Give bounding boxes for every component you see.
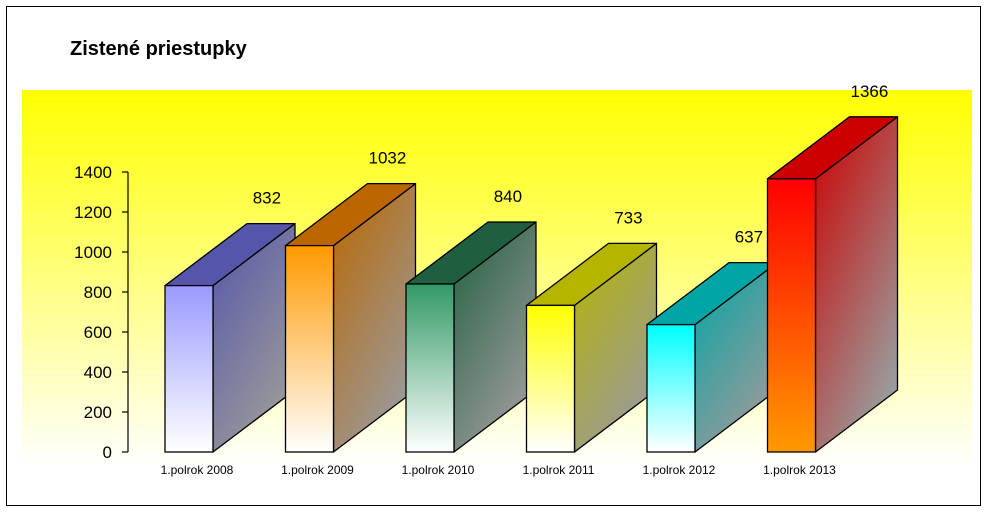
data-label: 637: [735, 228, 763, 247]
x-tick-label: 1.polrok 2010: [402, 463, 475, 477]
bar-1-polrok-2012: [646, 261, 778, 453]
bar-1-polrok-2009: [284, 182, 417, 453]
bar-1-polrok-2008: [164, 222, 296, 453]
x-tick-label: 1.polrok 2008: [161, 463, 234, 477]
bar-front-face: [164, 284, 214, 453]
y-tick-label: 200: [84, 403, 112, 422]
bar-front-face: [525, 304, 576, 453]
y-tick-label: 1200: [74, 203, 112, 222]
y-tick-label: 1000: [74, 243, 112, 262]
bar-front-face: [646, 323, 696, 453]
x-tick-label: 1.polrok 2013: [763, 463, 836, 477]
x-tick-label: 1.polrok 2011: [523, 463, 595, 477]
chart-title: Zistené priestupky: [70, 38, 247, 60]
y-tick-label: 0: [103, 443, 112, 462]
y-axis: 0 200 400 600 800 1000 1200 1400: [74, 163, 129, 462]
bar-1-polrok-2010: [405, 221, 537, 453]
data-label: 840: [494, 187, 522, 206]
labels: 832 1.polrok 2008 1032 1.polrok 2009 840 1.po…: [161, 82, 889, 477]
bar-1-polrok-2013: [766, 116, 899, 453]
bar-front-face: [284, 244, 335, 453]
bar-front-face: [766, 178, 817, 453]
y-tick-label: 600: [84, 323, 112, 342]
bar-1-polrok-2011: [525, 242, 658, 453]
data-label: 1366: [850, 82, 888, 101]
y-tick-label: 1400: [74, 163, 112, 182]
data-label: 1032: [368, 149, 406, 168]
bar-front-face: [405, 283, 455, 453]
data-label: 733: [614, 208, 642, 227]
bars: [164, 116, 899, 453]
y-tick-label: 800: [84, 283, 112, 302]
y-tick-label: 400: [84, 363, 112, 382]
data-label: 832: [253, 189, 281, 208]
x-tick-label: 1.polrok 2009: [281, 463, 354, 477]
x-tick-label: 1.polrok 2012: [643, 463, 716, 477]
